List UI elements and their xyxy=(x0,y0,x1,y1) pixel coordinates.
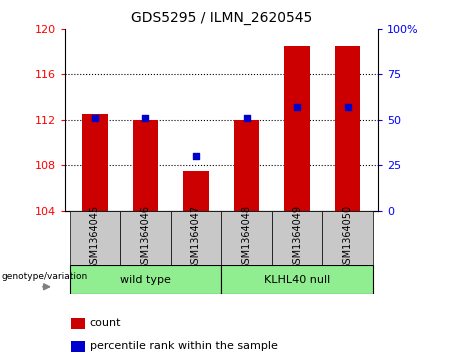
Bar xyxy=(284,46,310,211)
Title: GDS5295 / ILMN_2620545: GDS5295 / ILMN_2620545 xyxy=(130,11,312,25)
Bar xyxy=(171,211,221,265)
Bar xyxy=(70,211,120,265)
Text: KLHL40 null: KLHL40 null xyxy=(264,274,330,285)
Bar xyxy=(221,211,272,265)
Text: genotype/variation: genotype/variation xyxy=(1,272,88,281)
Point xyxy=(142,115,149,121)
Bar xyxy=(133,120,158,211)
Text: count: count xyxy=(89,318,121,328)
Bar xyxy=(183,171,209,211)
Text: GSM1364046: GSM1364046 xyxy=(141,205,150,270)
Bar xyxy=(82,114,107,211)
Bar xyxy=(322,211,373,265)
Point xyxy=(344,104,351,110)
Bar xyxy=(335,46,361,211)
Point xyxy=(243,115,250,121)
Text: GSM1364047: GSM1364047 xyxy=(191,205,201,270)
Text: percentile rank within the sample: percentile rank within the sample xyxy=(89,341,278,351)
Point xyxy=(294,104,301,110)
Point xyxy=(192,153,200,159)
Bar xyxy=(234,120,259,211)
Bar xyxy=(221,265,373,294)
Bar xyxy=(71,318,85,329)
Text: GSM1364045: GSM1364045 xyxy=(90,205,100,270)
Text: wild type: wild type xyxy=(120,274,171,285)
Point xyxy=(91,115,99,121)
Text: GSM1364048: GSM1364048 xyxy=(242,205,252,270)
Text: GSM1364049: GSM1364049 xyxy=(292,205,302,270)
Bar xyxy=(70,265,221,294)
Text: GSM1364050: GSM1364050 xyxy=(343,205,353,270)
Bar xyxy=(71,340,85,352)
Bar xyxy=(272,211,322,265)
Bar xyxy=(120,211,171,265)
